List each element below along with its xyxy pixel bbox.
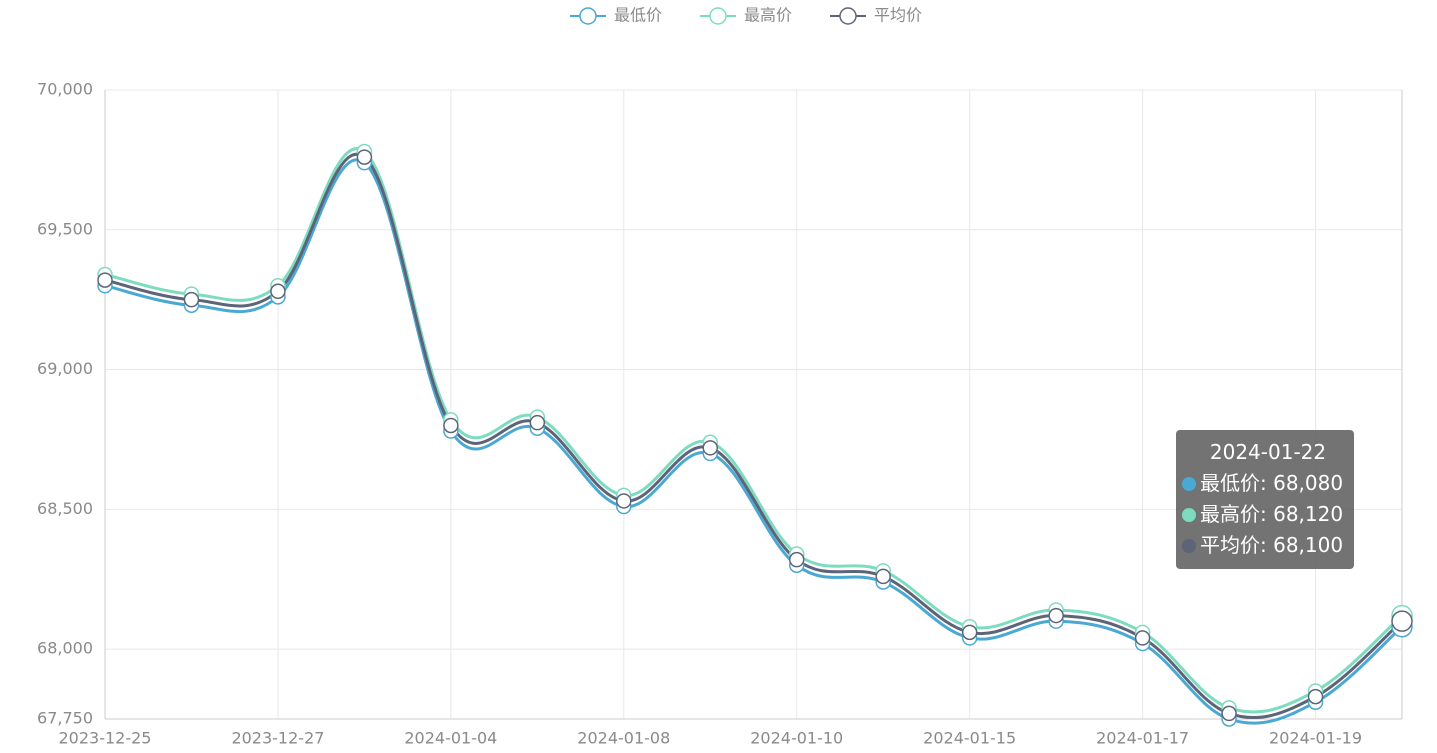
x-tick-label: 2024-01-10 [750,729,843,748]
x-tick-label: 2024-01-04 [404,729,497,748]
data-point [529,414,546,431]
x-tick-label: 2024-01-19 [1269,729,1362,748]
data-point [183,291,200,308]
tooltip-series-name: 最高价 [1200,502,1260,526]
x-tick-label: 2023-12-27 [231,729,324,748]
tooltip: 2024-01-22 最低价: 68,080 最高价: 68,120 平均价: 68… [1176,430,1354,569]
tooltip-value: 68,100 [1273,533,1344,557]
separator: : [1260,502,1274,526]
tooltip-marker [1182,539,1196,553]
tooltip-row: 最低价: 68,080 [1182,468,1354,499]
data-point [443,417,459,434]
y-tick-label: 70,000 [37,80,93,99]
legend-icon [839,7,857,25]
tooltip-series-name: 平均价 [1200,533,1260,557]
x-tick-label: 2023-12-25 [59,729,152,748]
data-point [788,551,805,568]
y-tick-label: 67,750 [37,709,93,728]
tooltip-title: 2024-01-22 [1209,440,1327,464]
data-point [1134,630,1151,646]
tooltip-value: 68,080 [1273,471,1344,495]
legend-label: 最高价 [744,6,792,25]
legend-label: 平均价 [874,6,922,25]
tooltip-marker [1182,477,1196,491]
legend-label: 最低价 [614,6,662,25]
y-tick-label: 69,500 [37,219,93,238]
data-point [1221,705,1237,722]
data-point [1048,607,1064,624]
legend-icon [709,7,727,25]
x-tick-label: 2024-01-08 [577,729,670,748]
data-point [270,283,286,300]
data-point [356,149,373,165]
data-point [1307,688,1324,705]
data-point [702,440,719,456]
tooltip-row: 平均价: 68,100 [1182,530,1354,561]
tooltip-marker [1182,508,1196,522]
tooltip-value: 68,120 [1273,502,1344,526]
data-point [961,624,978,641]
separator: : [1260,471,1274,495]
tooltip-row: 最高价: 68,120 [1182,499,1354,530]
y-tick-label: 69,000 [37,359,93,378]
separator: : [1260,533,1274,557]
x-tick-label: 2024-01-17 [1096,729,1189,748]
data-point [1391,610,1413,632]
legend-icon [579,7,597,25]
data-point [616,493,632,509]
tooltip-series-name: 最低价 [1200,471,1260,495]
data-point [97,272,113,288]
x-tick-label: 2024-01-15 [923,729,1016,748]
data-point [875,568,891,585]
y-tick-label: 68,000 [37,639,93,658]
y-tick-label: 68,500 [37,499,93,518]
